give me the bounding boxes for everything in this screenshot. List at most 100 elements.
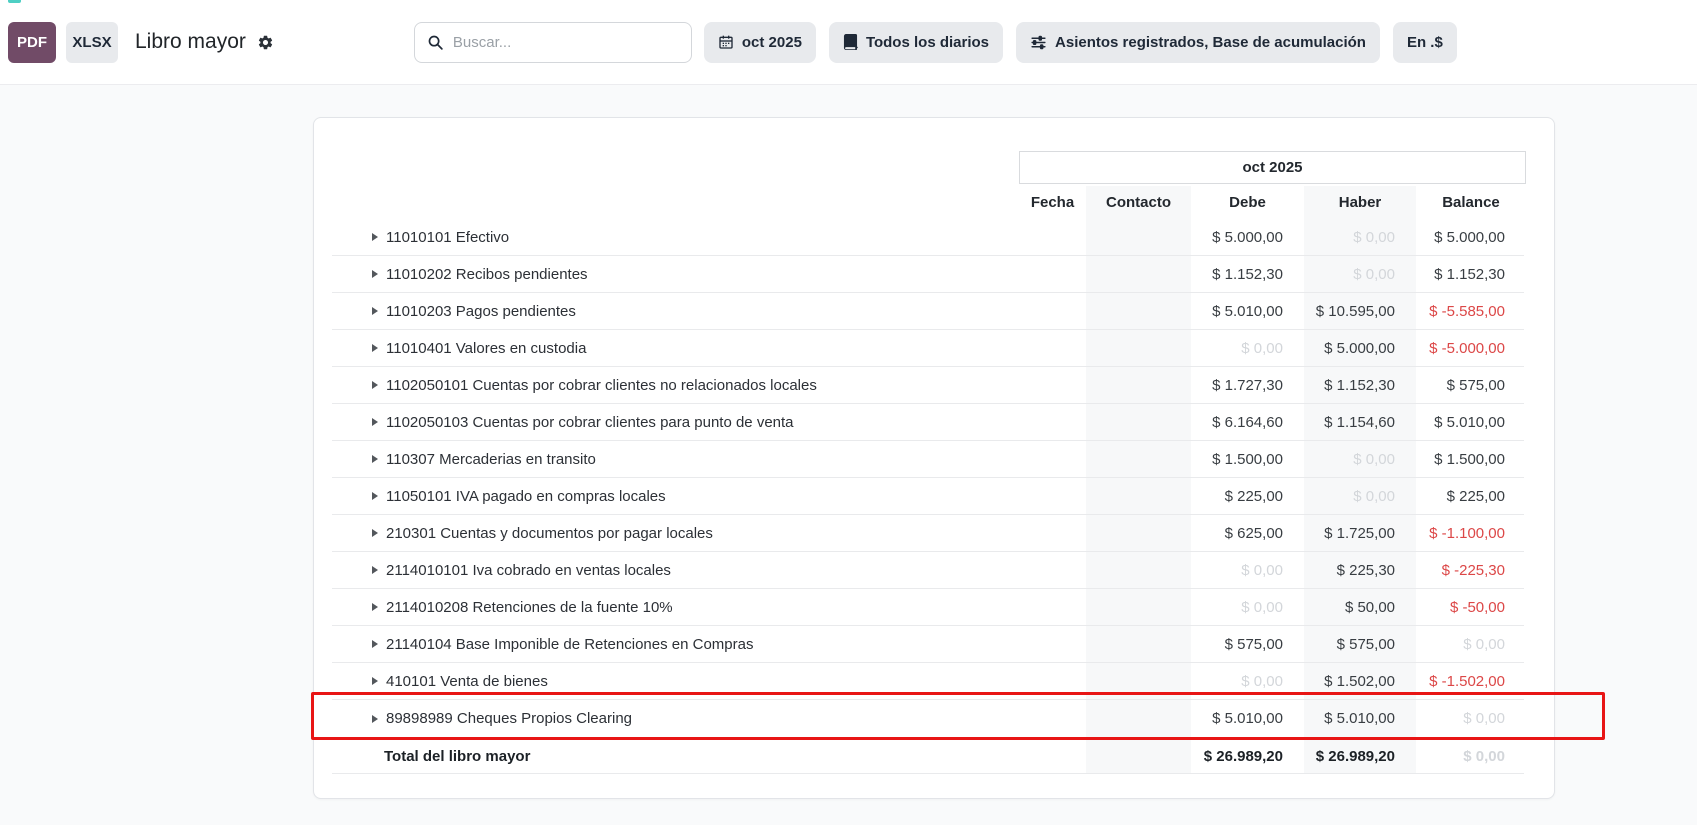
total-debe-value: $ 26.989,20 [1203, 747, 1283, 765]
total-contacto-cell [1086, 739, 1191, 773]
period-filter-label: oct 2025 [741, 33, 802, 51]
report-settings-button[interactable] [255, 32, 276, 53]
contacto-cell [1086, 552, 1191, 588]
table-row: 89898989 Cheques Propios Clearing $ 5.01… [332, 700, 1524, 737]
fecha-cell [1019, 700, 1086, 737]
fecha-cell [1019, 589, 1086, 625]
xlsx-export-button[interactable]: XLSX [66, 21, 118, 63]
balance-value: $ -5.585,00 [1429, 302, 1505, 320]
table-row: 1102050103 Cuentas por cobrar clientes p… [332, 404, 1524, 441]
pdf-export-button[interactable]: PDF [8, 21, 56, 63]
caret-right-icon[interactable] [372, 492, 378, 500]
balance-value: $ 5.010,00 [1434, 413, 1505, 431]
haber-value: $ 1.725,00 [1304, 515, 1416, 551]
account-name: 11010401 Valores en custodia [386, 339, 587, 357]
caret-right-icon[interactable] [372, 714, 378, 723]
table-row: 210301 Cuentas y documentos por pagar lo… [332, 515, 1524, 552]
haber-value: $ 0,00 [1304, 256, 1416, 292]
currency-filter-button[interactable]: En .$ [1392, 21, 1457, 63]
haber-value: $ 1.152,30 [1304, 367, 1416, 403]
account-cell[interactable]: 11010203 Pagos pendientes [332, 293, 1019, 329]
caret-right-icon[interactable] [372, 677, 378, 685]
account-cell[interactable]: 2114010208 Retenciones de la fuente 10% [332, 589, 1019, 625]
debe-value: $ 1.727,30 [1212, 376, 1283, 394]
haber-value: $ 0,00 [1304, 219, 1416, 255]
haber-value: $ 1.154,60 [1304, 404, 1416, 440]
caret-right-icon[interactable] [372, 307, 378, 315]
caret-right-icon[interactable] [372, 603, 378, 611]
debe-value: $ 1.152,30 [1212, 265, 1283, 283]
balance-value: $ -50,00 [1449, 598, 1505, 616]
caret-right-icon[interactable] [372, 344, 378, 352]
contacto-cell [1086, 626, 1191, 662]
account-name: 11010101 Efectivo [386, 228, 510, 246]
account-cell[interactable]: 1102050101 Cuentas por cobrar clientes n… [332, 367, 1019, 403]
account-name: 110307 Mercaderias en transito [386, 450, 596, 468]
balance-value: $ 225,00 [1446, 487, 1505, 505]
haber-value: $ 1.502,00 [1304, 663, 1416, 699]
account-cell[interactable]: 2114010101 Iva cobrado en ventas locales [332, 552, 1019, 588]
caret-right-icon[interactable] [372, 233, 378, 241]
account-cell[interactable]: 410101 Venta de bienes [332, 663, 1019, 699]
column-header-contacto: Contacto [1086, 186, 1191, 219]
total-fecha-cell [1019, 739, 1086, 773]
balance-value: $ -1.100,00 [1429, 524, 1505, 542]
haber-value: $ 225,30 [1304, 552, 1416, 588]
caret-right-icon[interactable] [372, 455, 378, 463]
account-cell[interactable]: 1102050103 Cuentas por cobrar clientes p… [332, 404, 1019, 440]
contacto-cell [1086, 589, 1191, 625]
debe-value: $ 0,00 [1241, 672, 1283, 690]
account-cell[interactable]: 110307 Mercaderias en transito [332, 441, 1019, 477]
balance-value: $ 5.000,00 [1434, 228, 1505, 246]
table-row: 11010202 Recibos pendientes $ 1.152,30 $… [332, 256, 1524, 293]
contacto-cell [1086, 404, 1191, 440]
account-name: 2114010208 Retenciones de la fuente 10% [386, 598, 673, 616]
period-filter-button[interactable]: oct 2025 [703, 21, 816, 63]
debe-value: $ 5.000,00 [1212, 228, 1283, 246]
total-row: Total del libro mayor $ 26.989,20 $ 26.9… [332, 737, 1524, 774]
currency-filter-label: En .$ [1406, 33, 1443, 51]
table-row: 2114010208 Retenciones de la fuente 10% … [332, 589, 1524, 626]
account-name: 11010202 Recibos pendientes [386, 265, 588, 283]
journals-filter-button[interactable]: Todos los diarios [828, 21, 1004, 63]
search-input[interactable] [413, 21, 692, 63]
table-row: 11050101 IVA pagado en compras locales $… [332, 478, 1524, 515]
account-cell[interactable]: 11010401 Valores en custodia [332, 330, 1019, 366]
account-name: 410101 Venta de bienes [386, 672, 548, 690]
haber-value: $ 10.595,00 [1304, 293, 1416, 329]
caret-right-icon[interactable] [372, 566, 378, 574]
table-row: 1102050101 Cuentas por cobrar clientes n… [332, 367, 1524, 404]
calendar-icon [718, 34, 734, 50]
table-row: 11010101 Efectivo $ 5.000,00 $ 0,00 $ 5.… [332, 219, 1524, 256]
balance-value: $ -5.000,00 [1429, 339, 1505, 357]
table-row: 2114010101 Iva cobrado en ventas locales… [332, 552, 1524, 589]
debe-value: $ 5.010,00 [1212, 710, 1283, 727]
caret-right-icon[interactable] [372, 640, 378, 648]
caret-right-icon[interactable] [372, 529, 378, 537]
balance-value: $ 0,00 [1463, 635, 1505, 653]
account-cell[interactable]: 210301 Cuentas y documentos por pagar lo… [332, 515, 1019, 551]
balance-value: $ 0,00 [1463, 710, 1505, 727]
ledger-card: oct 2025 Fecha Contacto Debe Haber Balan… [313, 117, 1555, 799]
balance-value: $ 1.500,00 [1434, 450, 1505, 468]
caret-right-icon[interactable] [372, 418, 378, 426]
haber-value: $ 575,00 [1304, 626, 1416, 662]
caret-right-icon[interactable] [372, 270, 378, 278]
account-cell[interactable]: 11010202 Recibos pendientes [332, 256, 1019, 292]
total-label: Total del libro mayor [384, 747, 531, 765]
total-balance-value: $ 0,00 [1463, 747, 1505, 765]
contacto-cell [1086, 330, 1191, 366]
contacto-cell [1086, 367, 1191, 403]
account-cell[interactable]: 11050101 IVA pagado en compras locales [332, 478, 1019, 514]
journals-filter-label: Todos los diarios [865, 33, 990, 51]
debe-value: $ 5.010,00 [1212, 302, 1283, 320]
contacto-cell [1086, 663, 1191, 699]
fecha-cell [1019, 441, 1086, 477]
caret-right-icon[interactable] [372, 381, 378, 389]
account-cell[interactable]: 11010101 Efectivo [332, 219, 1019, 255]
account-cell[interactable]: 21140104 Base Imponible de Retenciones e… [332, 626, 1019, 662]
fecha-cell [1019, 515, 1086, 551]
options-filter-button[interactable]: Asientos registrados, Base de acumulació… [1016, 21, 1380, 63]
debe-value: $ 6.164,60 [1212, 413, 1283, 431]
account-cell[interactable]: 89898989 Cheques Propios Clearing [332, 700, 1019, 737]
